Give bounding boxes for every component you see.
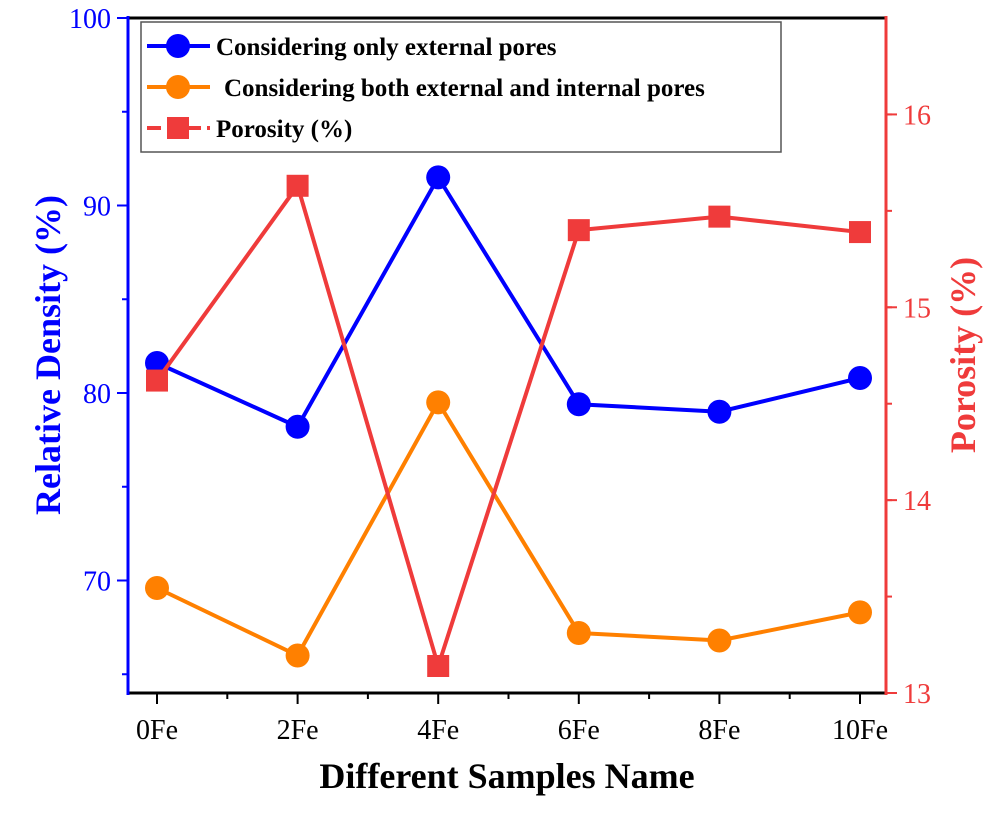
legend-label: Considering both external and internal p… xyxy=(224,75,705,102)
legend-box xyxy=(140,21,782,153)
x-tick-label: 0Fe xyxy=(136,715,178,746)
data-point-circle xyxy=(426,165,451,190)
series-2 xyxy=(146,174,871,677)
series-line xyxy=(155,181,861,673)
y-tick-label: 80 xyxy=(83,379,111,410)
data-point-circle xyxy=(285,643,310,668)
y2-axis-label: Porosity (%) xyxy=(943,257,983,453)
series-line xyxy=(156,398,861,659)
data-point-circle xyxy=(285,414,310,439)
y2-tick-label: 15 xyxy=(903,293,931,324)
data-point-square xyxy=(146,369,168,392)
data-point-square xyxy=(849,221,871,244)
data-point-circle xyxy=(566,392,591,417)
series-1 xyxy=(145,390,872,668)
data-point-circle xyxy=(707,399,732,424)
data-point-square xyxy=(286,174,309,197)
legend-label: Porosity (%) xyxy=(216,116,352,143)
legend: Considering only external pores Consideri… xyxy=(140,21,782,153)
legend-label: Considering only external pores xyxy=(216,34,557,61)
y-axis-label: Relative Density (%) xyxy=(28,195,68,515)
x-tick-label: 4Fe xyxy=(417,715,459,746)
data-point-circle xyxy=(707,628,732,653)
data-point-circle xyxy=(426,390,451,415)
x-tick-label: 8Fe xyxy=(698,715,740,746)
x-axis-label: Different Samples Name xyxy=(319,756,694,796)
y2-tick-label: 14 xyxy=(903,486,931,517)
data-point-square xyxy=(427,655,450,677)
legend-marker-circle xyxy=(166,34,190,58)
data-point-square xyxy=(708,205,731,228)
y2-tick-label: 16 xyxy=(903,100,931,131)
y-tick-label: 100 xyxy=(69,4,111,35)
series-line xyxy=(156,173,861,430)
y-tick-label: 90 xyxy=(83,192,111,223)
data-point-circle xyxy=(848,366,872,390)
data-point-circle xyxy=(566,621,591,645)
legend-marker-square xyxy=(167,117,189,139)
x-tick-label: 10Fe xyxy=(832,715,888,746)
series-0 xyxy=(145,165,872,439)
x-tick-label: 6Fe xyxy=(558,715,600,746)
data-point-square xyxy=(567,219,590,242)
x-tick-label: 2Fe xyxy=(277,715,319,746)
y-tick-label: 70 xyxy=(83,567,111,598)
data-point-circle xyxy=(145,576,169,600)
legend-marker-circle xyxy=(166,75,190,99)
data-point-circle xyxy=(848,600,872,625)
y2-tick-label: 13 xyxy=(903,679,931,710)
